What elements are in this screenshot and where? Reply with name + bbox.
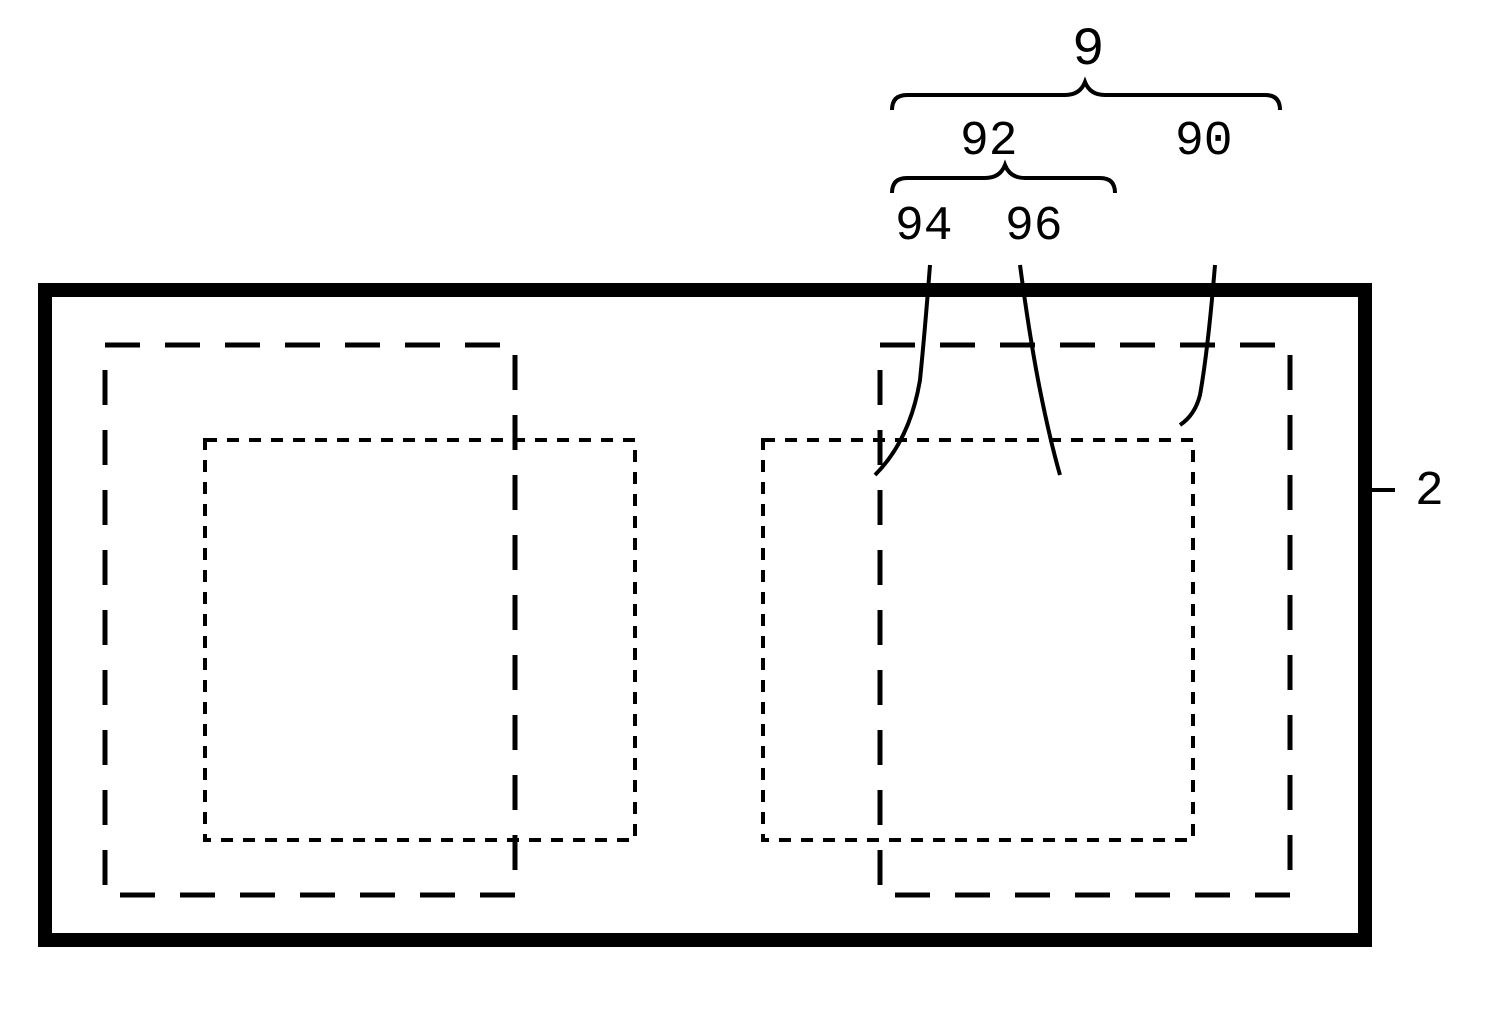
bracket-92 [892,165,1115,193]
left-small-dashed-box [205,440,635,840]
label-9: 9 [1072,20,1104,81]
right-large-dashed-box [880,345,1290,895]
label-90: 90 [1175,115,1233,169]
label-2: 2 [1415,465,1444,519]
diagram-svg [0,0,1493,1030]
left-large-dashed-box [105,345,515,895]
diagram-container: 9 92 90 94 96 2 [0,0,1493,1030]
right-small-dashed-box [763,440,1193,840]
bracket-9 [892,82,1280,110]
label-96: 96 [1005,200,1063,254]
outer-frame [45,290,1365,940]
label-94: 94 [895,200,953,254]
label-92: 92 [960,115,1018,169]
